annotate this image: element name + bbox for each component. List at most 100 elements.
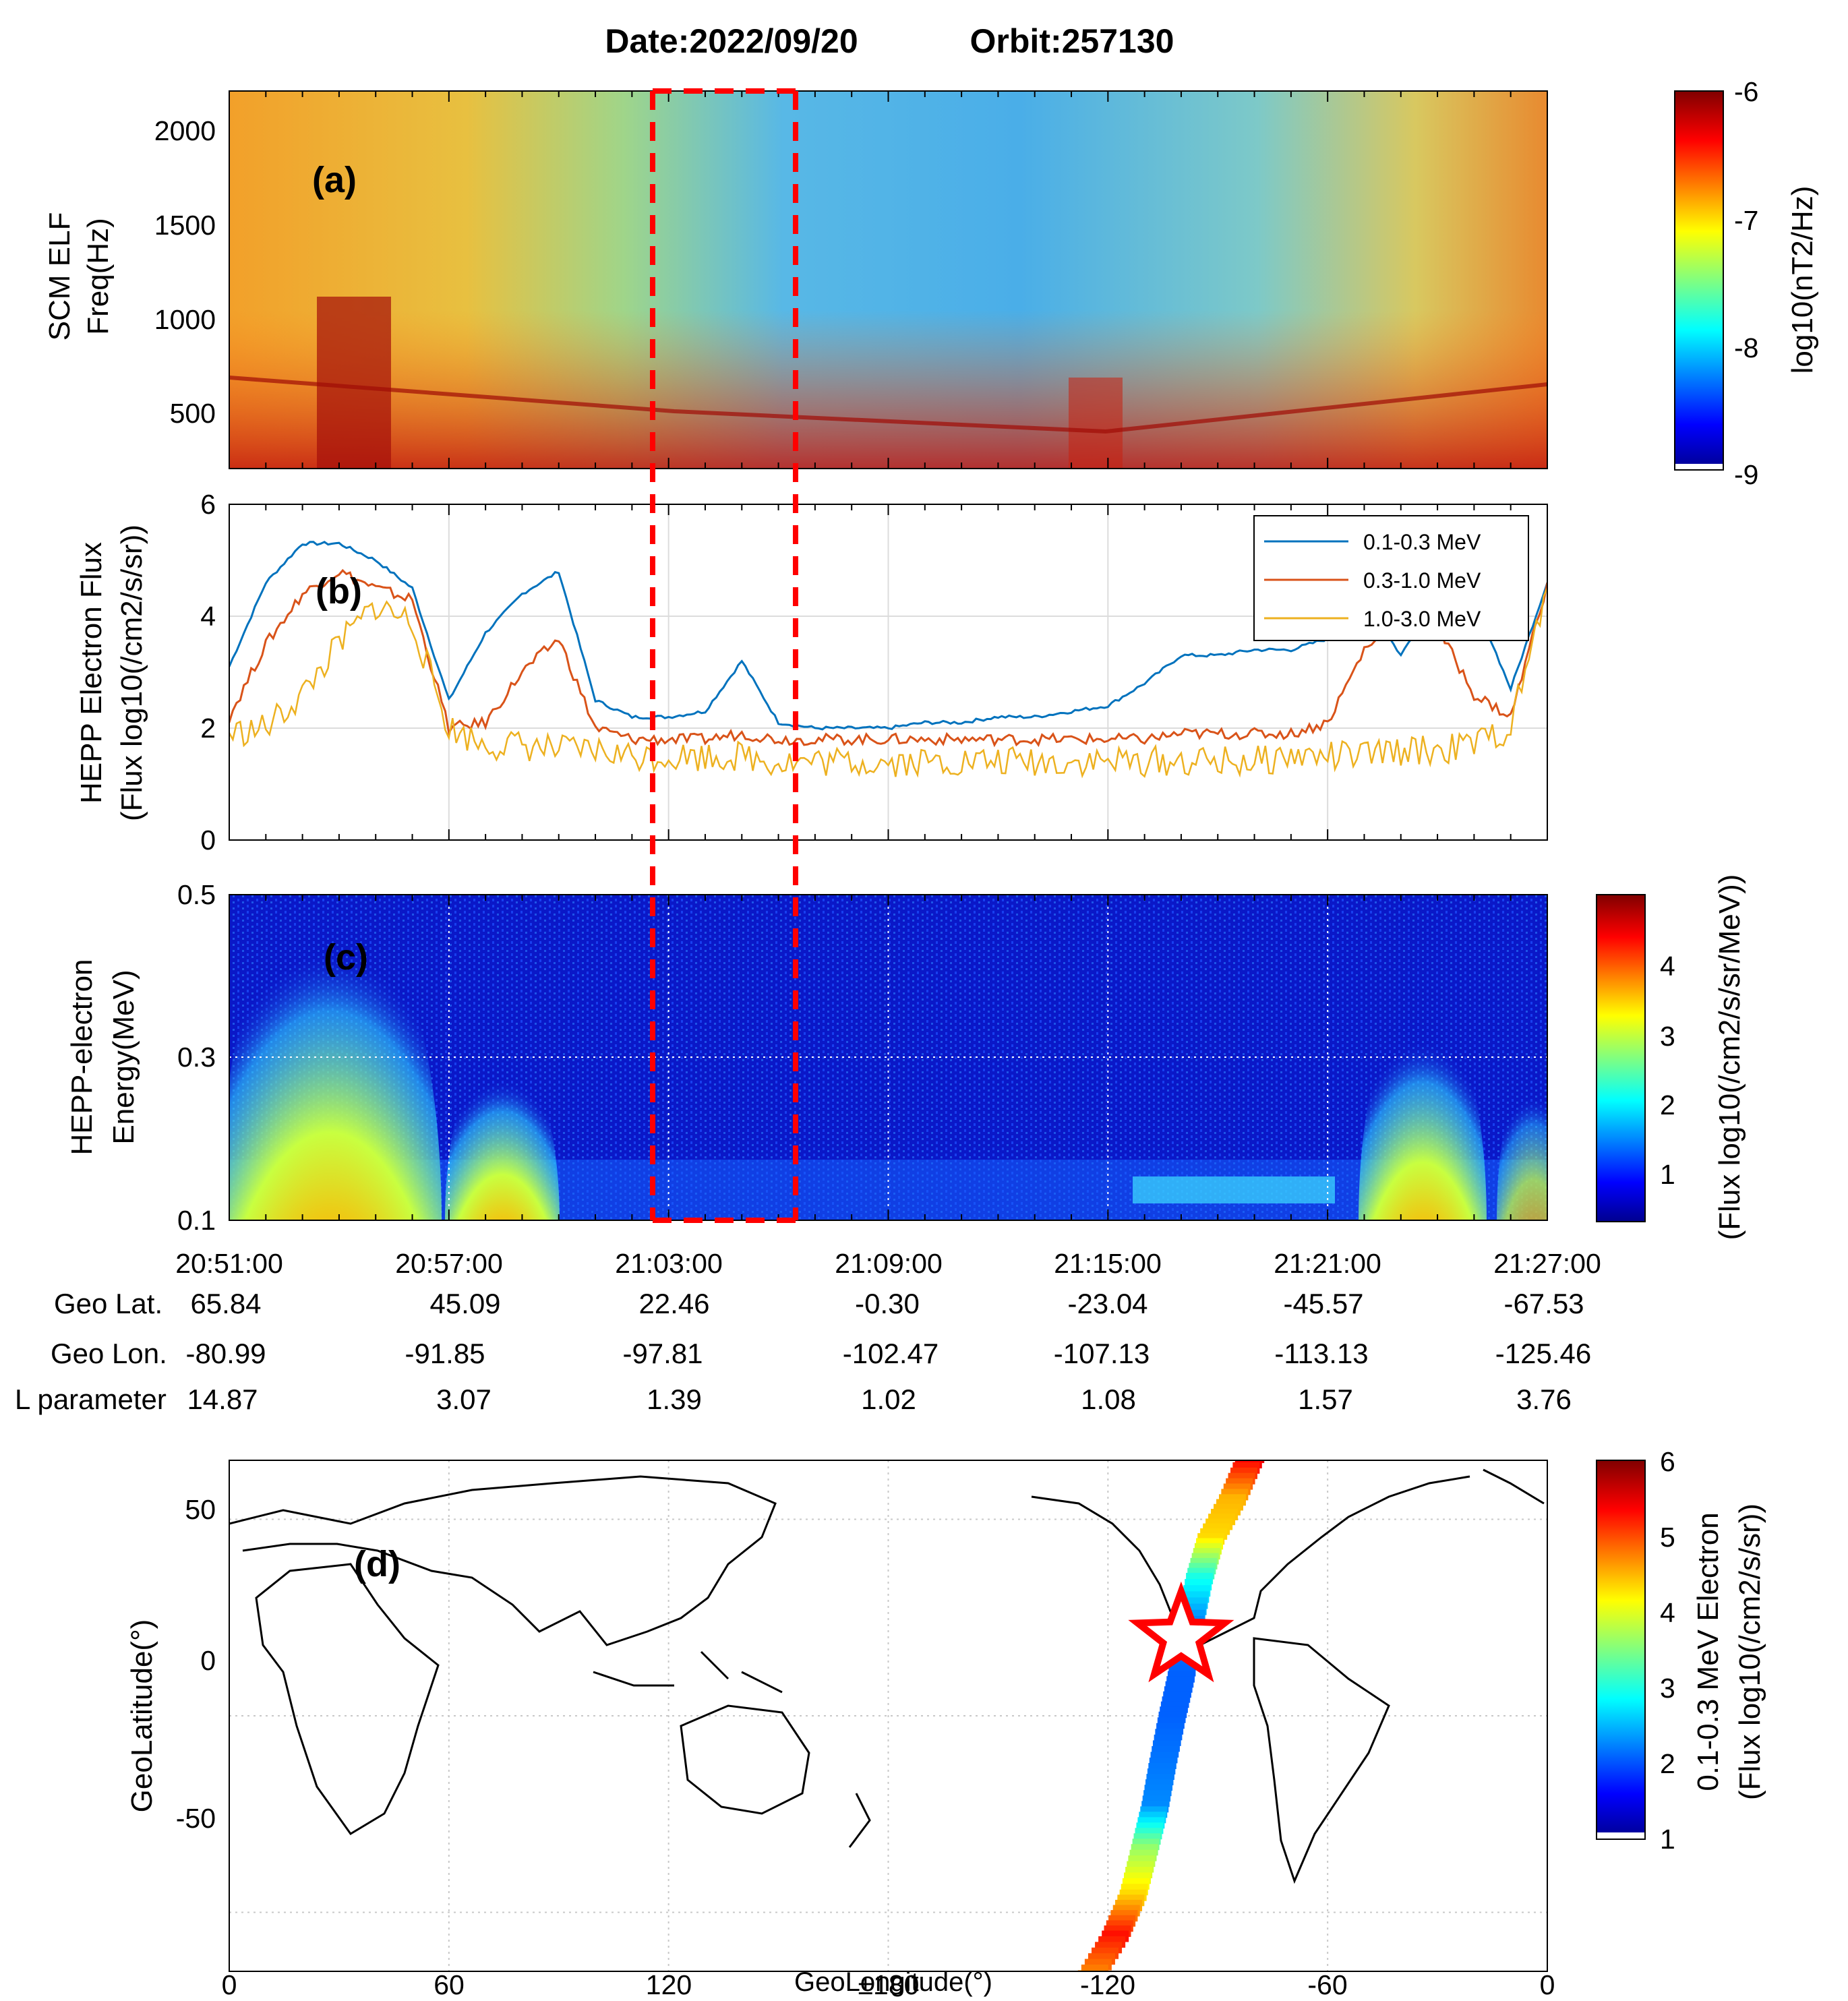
panel-d-cbar-tick: 5 xyxy=(1660,1522,1675,1553)
panel-b-yaxis: 0 2 4 6 xyxy=(200,489,216,856)
orbit-cell: -67.53 xyxy=(1503,1288,1584,1319)
time-axis: 20:51:00 20:57:00 21:03:00 21:09:00 21:1… xyxy=(175,1248,1601,1279)
panel-a-ytick: 1000 xyxy=(154,304,216,335)
elf-cutoff-line xyxy=(229,376,1547,434)
panel-c-yaxis: 0.1 0.3 0.5 xyxy=(177,879,216,1236)
coastline-europe xyxy=(1483,1468,1545,1505)
legend-label-2: 1.0-3.0 MeV xyxy=(1363,607,1481,631)
time-tick-label: 21:03:00 xyxy=(615,1248,723,1279)
panel-d-cbar-tick: 4 xyxy=(1660,1597,1675,1628)
panel-a-cbar-tick: -6 xyxy=(1734,76,1758,107)
elf-spectrogram-lowband xyxy=(229,310,1547,469)
panel-a-colorbar xyxy=(1674,90,1724,471)
panel-c-ylabel-1: HEPP-electron xyxy=(65,959,98,1155)
orbit-cell: -45.57 xyxy=(1283,1288,1363,1319)
orbit-table: Geo Lat. 65.84 45.09 22.46 -0.30 -23.04 … xyxy=(15,1288,1591,1415)
orbit-cell: 1.08 xyxy=(1081,1383,1136,1415)
panel-b-legend: 0.1-0.3 MeV 0.3-1.0 MeV 1.0-3.0 MeV xyxy=(1253,515,1529,641)
panel-a: (a) 500 1000 1500 2000 SCM ELF Freq(Hz) … xyxy=(43,76,1819,490)
orbit-row-label: Geo Lat. xyxy=(54,1288,162,1319)
orbit-cell: -107.13 xyxy=(1054,1338,1150,1369)
panel-d-frame xyxy=(229,1460,1548,1972)
time-tick-label: 21:21:00 xyxy=(1274,1248,1381,1279)
orbit-row-label: L parameter xyxy=(15,1383,167,1415)
coastline-new-zealand xyxy=(848,1793,871,1848)
panel-b-ylabel-2: (Flux log10(/cm2/s/sr)) xyxy=(115,525,148,821)
hepp-enhancement-1 xyxy=(229,895,442,1220)
panel-c-ytick: 0.5 xyxy=(177,879,216,910)
map-xtick: -60 xyxy=(1307,1969,1347,2000)
hepp-enhancement-3 xyxy=(1359,998,1487,1220)
title-orbit: Orbit:257130 xyxy=(970,22,1174,60)
panel-d-cbar-tick: 3 xyxy=(1660,1673,1675,1704)
time-tick-label: 21:15:00 xyxy=(1054,1248,1162,1279)
orbit-cell: -113.13 xyxy=(1274,1338,1368,1369)
map-ytick: 50 xyxy=(185,1494,216,1525)
legend-label-1: 0.3-1.0 MeV xyxy=(1363,568,1481,593)
legend-label-0: 0.1-0.3 MeV xyxy=(1363,530,1481,554)
map-xlabel-visible: GeoLongitude(°) xyxy=(794,1967,992,1997)
time-tick-label: 20:57:00 xyxy=(395,1248,503,1279)
panel-a-colorbar-floor xyxy=(1675,464,1723,469)
panel-c-tag: (c) xyxy=(324,937,368,978)
panel-d-yaxis: 50 0 -50 xyxy=(176,1494,216,1834)
panel-b: (b) 0 2 4 6 HEPP Electron Flux (Flux log… xyxy=(75,489,1548,856)
panel-a-ylabel-2: Freq(Hz) xyxy=(82,218,115,335)
series-line-1 xyxy=(229,568,1547,748)
panel-d-tag: (d) xyxy=(354,1544,400,1584)
panel-c-ytick: 0.1 xyxy=(177,1205,216,1236)
map-ytick: 0 xyxy=(200,1645,216,1676)
panel-c-cbar-tick: 3 xyxy=(1660,1021,1675,1052)
panel-b-ytick: 6 xyxy=(200,489,216,520)
hepp-low-energy-patch xyxy=(1133,1176,1335,1203)
panel-d-colorbar xyxy=(1596,1460,1646,1840)
panel-c-colorbar-label: (Flux log10(/cm2/s/sr/MeV)) xyxy=(1713,874,1746,1241)
panel-a-yaxis: 500 1000 1500 2000 xyxy=(154,115,216,429)
highlight-window xyxy=(650,88,798,1223)
elf-burst-left xyxy=(317,297,391,469)
orbit-cell: 1.02 xyxy=(861,1383,916,1415)
orbit-cell: -125.46 xyxy=(1495,1338,1591,1369)
panel-a-cbar-tick: -7 xyxy=(1734,205,1758,236)
map-xtick: -120 xyxy=(1080,1969,1135,2000)
panel-d-colorbar-label-1: 0.1-0.3 MeV Electron xyxy=(1692,1512,1725,1791)
panel-c-grid xyxy=(229,895,1547,1220)
panel-c-ytick: 0.3 xyxy=(177,1042,216,1073)
coastline-eurasia xyxy=(229,1475,777,1646)
panel-d-colorbar-label-2: (Flux log10(/cm2/s/sr)) xyxy=(1733,1503,1766,1800)
orbit-cell: 1.57 xyxy=(1298,1383,1353,1415)
panel-d-cbar-tick: 6 xyxy=(1660,1446,1675,1477)
orbit-cell: -23.04 xyxy=(1067,1288,1147,1319)
orbit-cell: -91.85 xyxy=(405,1338,485,1369)
map-xtick: 0 xyxy=(1540,1969,1555,2000)
orbit-cell: -102.47 xyxy=(843,1338,938,1369)
map-xtick: 60 xyxy=(434,1969,465,2000)
panel-c-cbar-tick: 4 xyxy=(1660,951,1675,982)
orbit-cell: 22.46 xyxy=(638,1288,709,1319)
panel-c-ylabel-2: Energy(MeV) xyxy=(107,969,140,1144)
time-axis-ticks xyxy=(229,91,1548,1220)
panel-a-ylabel-1: SCM ELF xyxy=(43,212,76,341)
track-segment xyxy=(1081,1964,1108,1971)
panel-b-ytick: 2 xyxy=(200,713,216,744)
panel-c-cbar-tick: 1 xyxy=(1660,1159,1675,1190)
legend-box xyxy=(1253,515,1529,641)
panel-a-cbar-tick: -8 xyxy=(1734,332,1758,363)
map-ylabel: GeoLatitude(°) xyxy=(125,1619,158,1813)
panel-a-tag: (a) xyxy=(312,160,357,200)
coastline-north-america xyxy=(1031,1475,1470,1646)
map-xtick: ±180 xyxy=(858,1969,920,2000)
map-coastlines xyxy=(229,1468,1545,1884)
panel-a-ytick: 2000 xyxy=(154,115,216,146)
time-tick-label: 21:09:00 xyxy=(835,1248,943,1279)
panel-b-ytick: 4 xyxy=(200,601,216,632)
hepp-enhancement-2 xyxy=(445,1045,560,1220)
map-xtick: 120 xyxy=(646,1969,692,2000)
panel-c-cbar-tick: 2 xyxy=(1660,1089,1675,1121)
panel-a-cbar-tick: -9 xyxy=(1734,459,1758,490)
orbit-cell: 1.39 xyxy=(647,1383,702,1415)
orbit-cell: 14.87 xyxy=(187,1383,258,1415)
event-star-marker xyxy=(1128,1581,1234,1683)
panel-b-ylabel-1: HEPP Electron Flux xyxy=(75,542,108,804)
